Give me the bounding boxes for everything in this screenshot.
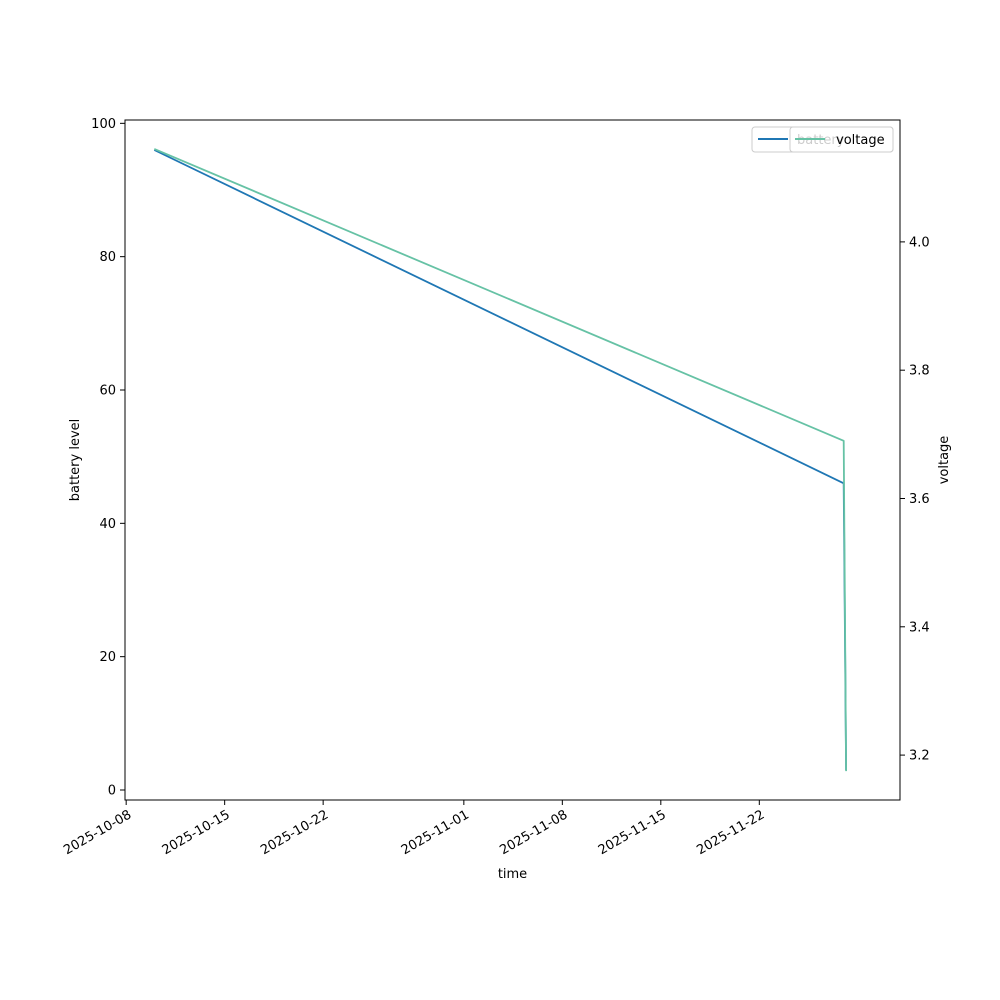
x-axis-ticks: 2025-10-08 2025-10-15 2025-10-22 2025-11-01… — [61, 800, 767, 858]
y-tick-label: 60 — [99, 384, 116, 399]
y-axis-label: battery level — [68, 419, 83, 502]
y2-axis-ticks: 3.2 3.4 3.6 3.8 4.0 — [900, 235, 930, 764]
series-line-battery — [153, 149, 847, 771]
x-tick-label: 2025-11-22 — [694, 807, 767, 858]
y2-tick-label: 3.2 — [909, 749, 930, 764]
x-tick-label: 2025-10-15 — [160, 807, 233, 858]
y2-tick-label: 3.6 — [909, 492, 930, 507]
series-line-voltage — [153, 148, 847, 772]
plot-frame — [124, 119, 901, 801]
legend-box — [789, 126, 894, 153]
y2-axis-label: voltage — [937, 436, 952, 485]
legend-label-voltage: voltage — [836, 133, 885, 148]
y-tick-label: 40 — [99, 517, 116, 532]
legend-voltage: voltage — [789, 126, 894, 153]
x-tick-label: 2025-10-08 — [61, 807, 134, 858]
y2-tick-label: 3.8 — [909, 364, 930, 379]
plot-lines — [153, 148, 847, 772]
y-tick-label: 20 — [99, 650, 116, 665]
x-axis-label: time — [498, 867, 527, 882]
x-tick-label: 2025-11-15 — [596, 807, 669, 858]
x-tick-label: 2025-11-01 — [399, 807, 472, 858]
y-axis-ticks: 0 20 40 60 80 100 — [91, 117, 125, 799]
y2-tick-label: 4.0 — [909, 235, 930, 250]
y-tick-label: 80 — [99, 250, 116, 265]
x-tick-label: 2025-10-22 — [258, 807, 331, 858]
y-tick-label: 0 — [108, 784, 116, 799]
y-tick-label: 100 — [91, 117, 116, 132]
x-tick-label: 2025-11-08 — [497, 807, 570, 858]
y2-tick-label: 3.4 — [909, 620, 930, 635]
